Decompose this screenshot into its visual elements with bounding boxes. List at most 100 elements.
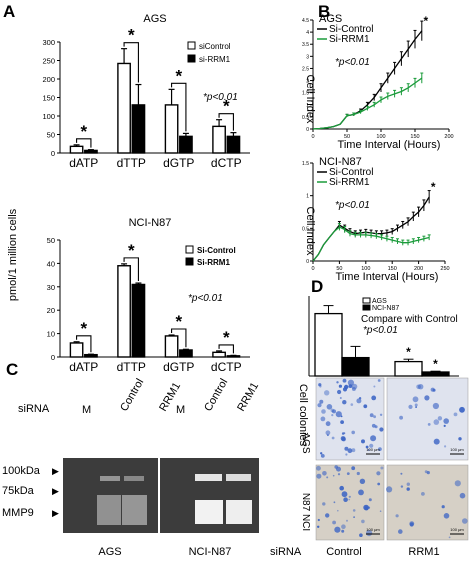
colony-dot: [379, 413, 383, 416]
panel-label-a: A: [3, 2, 16, 21]
colony-dot: [373, 415, 376, 419]
colony-dot: [319, 399, 324, 404]
colony-dot: [444, 445, 447, 448]
significance-bracket: [76, 138, 92, 148]
bar-siControl: [164, 104, 179, 154]
colony-dot: [326, 476, 329, 479]
colony-dot: [348, 495, 351, 498]
colony-dot: [399, 415, 403, 420]
colony-images: 100 μm 100 μm 100 μm 100 μm AGS N87 NCI siRNA C…: [270, 377, 469, 558]
colony-dot: [441, 505, 445, 509]
colony-dot: [336, 466, 341, 472]
colony-dot: [343, 497, 348, 503]
legend-label-sicontrol: siControl: [199, 42, 231, 51]
colony-dot: [321, 409, 326, 414]
significance-star: *: [406, 345, 411, 359]
chart-title: AGS: [143, 13, 166, 25]
colony-dot: [325, 513, 330, 518]
legend-label-ags: AGS: [372, 298, 387, 305]
bar-NCI-N87: [421, 371, 450, 377]
colony-dot: [332, 409, 336, 414]
colony-dot: [356, 398, 362, 404]
colony-dot: [424, 395, 430, 401]
p-value-annotation: *p<0.01: [203, 92, 238, 103]
bar-AGS: [394, 360, 423, 377]
colony-dot: [376, 471, 381, 476]
bar-AGS: [314, 312, 343, 377]
significance-bracket: [218, 113, 234, 131]
significance-star: *: [223, 97, 230, 116]
y-tick-label: 20: [47, 306, 55, 315]
x-tick-label: 200: [414, 266, 423, 272]
band: [226, 474, 251, 481]
colony-dot: [398, 529, 403, 534]
y-tick-label: 300: [42, 38, 55, 47]
colony-dot: [341, 529, 345, 533]
colony-dot: [406, 487, 410, 491]
x-tick-label: dGTP: [163, 360, 194, 374]
y-tick-label: 1: [306, 194, 309, 200]
colony-dot: [367, 448, 370, 451]
colony-dot: [342, 378, 347, 383]
bar-Si-Control: [164, 335, 179, 358]
bar-siControl: [69, 145, 84, 154]
colony-dot: [386, 486, 393, 493]
colony-dot: [373, 385, 376, 388]
significance-star: *: [433, 357, 438, 371]
colony-dot: [320, 452, 323, 455]
y-tick-label: 40: [47, 259, 55, 268]
colony-dot: [317, 403, 322, 408]
chart-title: AGS: [319, 13, 342, 25]
colony-dot: [400, 485, 404, 488]
y-tick-label: 50: [47, 236, 55, 245]
colony-dot: [412, 396, 419, 403]
scale-label: 100 μm: [450, 527, 464, 532]
colony-dot: [316, 473, 322, 479]
col-label-control: Control: [326, 546, 361, 558]
colony-dot: [333, 501, 336, 504]
colony-dot: [341, 524, 346, 529]
y-tick-label: 100: [42, 112, 55, 121]
series-line-Si-Control: [312, 30, 423, 130]
colony-dot: [377, 379, 381, 382]
x-tick-label: dATP: [69, 360, 98, 374]
colony-dot: [415, 406, 417, 408]
band-mmp9: [97, 495, 121, 525]
x-tick-label: 0: [311, 134, 314, 140]
p-value-annotation: *p<0.01: [363, 325, 398, 336]
gel-label-ags: AGS: [98, 546, 121, 558]
colony-dot: [331, 436, 335, 440]
colony-dot: [320, 416, 326, 422]
bar-Si-RRM1: [179, 349, 193, 358]
marker-arrow: ▶: [52, 466, 59, 476]
legend-label: Si-RRM1: [329, 177, 370, 188]
marker-label: 100kDa: [2, 465, 41, 477]
significance-star: *: [80, 319, 87, 338]
bar-si-RRM1: [179, 135, 193, 154]
bar-Si-Control: [117, 265, 131, 358]
y-tick-label: 4: [306, 30, 309, 36]
significance-star: *: [431, 180, 436, 194]
colony-dot: [453, 412, 458, 417]
lane-label: M: [176, 404, 185, 416]
colony-dot: [351, 448, 356, 453]
legend-swatch-sirrm1: [187, 54, 196, 63]
y-tick-label: 4.5: [302, 18, 309, 24]
x-tick-label: dTTP: [117, 360, 146, 374]
panel-label-c: C: [6, 360, 19, 379]
colony-dot: [317, 518, 320, 522]
lane-label: Control: [202, 377, 230, 414]
row-label-ags: AGS: [300, 432, 311, 453]
y-tick-label: 2: [306, 79, 309, 85]
p-value-annotation: *p<0.01: [335, 200, 370, 211]
legend-label-sirrm1: si-RRM1: [199, 55, 231, 64]
colony-dot: [316, 465, 321, 471]
bar-si-RRM1: [131, 104, 146, 154]
y-tick-label: 0.5: [302, 115, 309, 121]
colony-image: [386, 464, 469, 541]
y-tick-label: 0: [306, 127, 309, 133]
p-value-annotation: *p<0.01: [335, 57, 370, 68]
colony-dot: [433, 419, 440, 425]
